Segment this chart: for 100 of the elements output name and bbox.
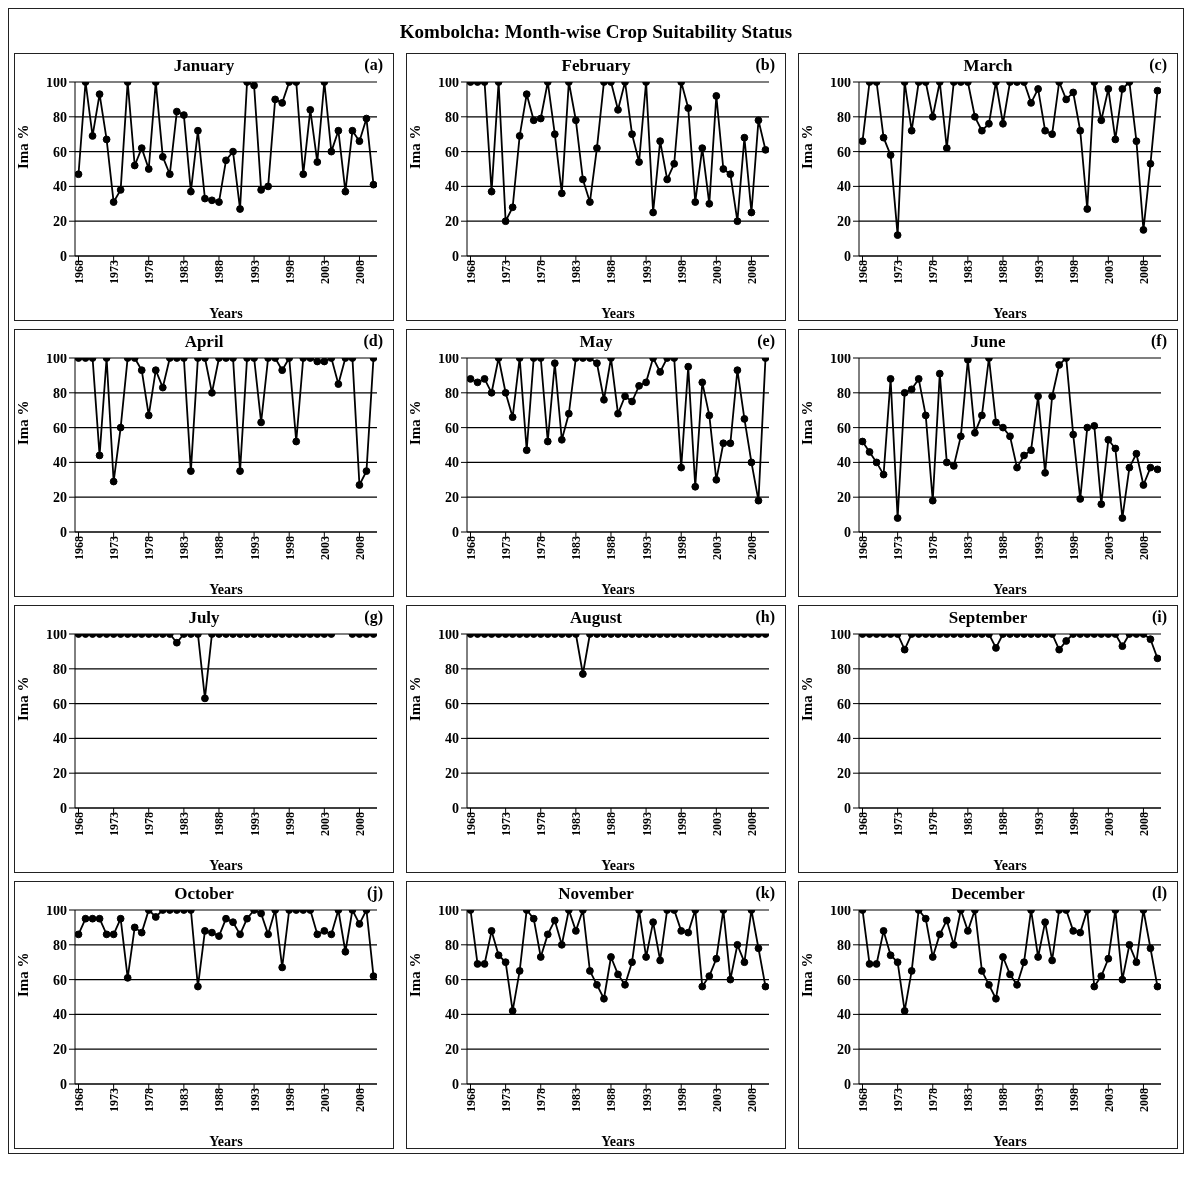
point <box>109 477 118 486</box>
point <box>236 930 244 939</box>
x-tick-label: 1998 <box>674 536 689 560</box>
x-tick-label: 2008 <box>352 1088 367 1112</box>
point <box>859 437 867 446</box>
point <box>165 170 174 179</box>
x-axis-title: Years <box>601 582 636 597</box>
point <box>914 374 923 383</box>
point <box>600 395 608 404</box>
point <box>1146 944 1155 953</box>
y-tick-label: 60 <box>445 420 459 436</box>
y-tick-label: 0 <box>452 1076 459 1092</box>
point <box>186 187 195 196</box>
point <box>158 152 167 161</box>
point <box>656 956 665 965</box>
point <box>341 947 350 956</box>
y-tick-label: 100 <box>830 350 851 366</box>
point <box>194 982 202 991</box>
x-tick-label: 2003 <box>1101 536 1116 560</box>
x-tick-label: 2003 <box>317 812 332 836</box>
chart-title: October <box>174 884 234 903</box>
point <box>1055 361 1064 369</box>
y-tick-label: 40 <box>837 455 851 471</box>
y-tick-label: 20 <box>445 766 459 782</box>
x-tick-label: 1968 <box>856 536 871 560</box>
x-tick-label: 2003 <box>709 260 724 284</box>
point <box>515 132 524 140</box>
point <box>712 92 721 100</box>
point <box>677 463 686 472</box>
y-tick-label: 80 <box>837 937 851 953</box>
point <box>684 362 693 371</box>
point <box>313 930 322 939</box>
point <box>95 90 104 99</box>
y-axis-title: Ima % <box>15 952 32 997</box>
point <box>1027 98 1035 107</box>
point <box>88 132 97 140</box>
y-tick-label: 100 <box>438 74 459 90</box>
y-tick-label: 60 <box>837 696 851 712</box>
y-tick-label: 40 <box>445 455 459 471</box>
point <box>208 388 216 397</box>
point <box>550 916 559 925</box>
point <box>327 930 336 939</box>
x-axis-title: Years <box>209 858 244 873</box>
point <box>1069 926 1078 935</box>
point <box>719 439 728 448</box>
point <box>144 165 153 173</box>
point <box>872 458 881 467</box>
point <box>1027 446 1035 455</box>
point <box>886 951 895 960</box>
point <box>529 116 538 125</box>
point <box>102 135 111 144</box>
point <box>1062 95 1071 104</box>
y-tick-label: 20 <box>837 766 851 782</box>
point <box>557 940 566 949</box>
y-tick-label: 20 <box>837 490 851 506</box>
x-tick-label: 1978 <box>534 536 549 560</box>
point <box>586 198 594 206</box>
point <box>522 446 531 455</box>
x-tick-label: 1973 <box>107 1088 122 1112</box>
point <box>229 147 237 156</box>
x-tick-label: 1983 <box>569 812 584 836</box>
x-tick-label: 1973 <box>891 812 906 836</box>
point <box>907 126 916 135</box>
point <box>949 940 958 949</box>
point <box>733 217 742 226</box>
x-tick-label: 1993 <box>247 1088 262 1112</box>
x-tick-label: 1993 <box>639 260 654 284</box>
x-tick-label: 1993 <box>247 812 262 836</box>
point <box>299 170 308 179</box>
x-axis-title: Years <box>993 1134 1028 1149</box>
y-axis-title: Ima % <box>799 400 816 445</box>
y-axis-title: Ima % <box>407 124 424 169</box>
chart-title: February <box>561 56 631 75</box>
point <box>747 208 756 217</box>
x-tick-label: 1993 <box>247 260 262 284</box>
y-tick-label: 100 <box>46 350 67 366</box>
x-tick-label: 2008 <box>1136 812 1151 836</box>
y-tick-label: 20 <box>53 1042 67 1058</box>
point <box>1153 982 1161 991</box>
x-tick-label: 1968 <box>856 260 871 284</box>
point <box>691 198 700 206</box>
point <box>754 944 763 953</box>
point <box>278 366 287 375</box>
point <box>487 388 496 397</box>
x-tick-label: 2008 <box>744 536 759 560</box>
x-tick-label: 1968 <box>856 1088 871 1112</box>
point <box>1048 130 1057 139</box>
y-tick-label: 0 <box>452 248 459 264</box>
x-tick-label: 1988 <box>996 1088 1011 1112</box>
point <box>1146 463 1155 472</box>
y-tick-label: 60 <box>837 972 851 988</box>
x-tick-label: 2003 <box>1101 1088 1116 1112</box>
point <box>1076 126 1085 135</box>
point <box>362 467 371 475</box>
point <box>893 958 902 967</box>
point <box>271 95 280 104</box>
x-tick-label: 1983 <box>961 536 976 560</box>
x-tick-label: 1973 <box>107 260 122 284</box>
point <box>292 437 301 446</box>
x-tick-label: 1998 <box>282 812 297 836</box>
